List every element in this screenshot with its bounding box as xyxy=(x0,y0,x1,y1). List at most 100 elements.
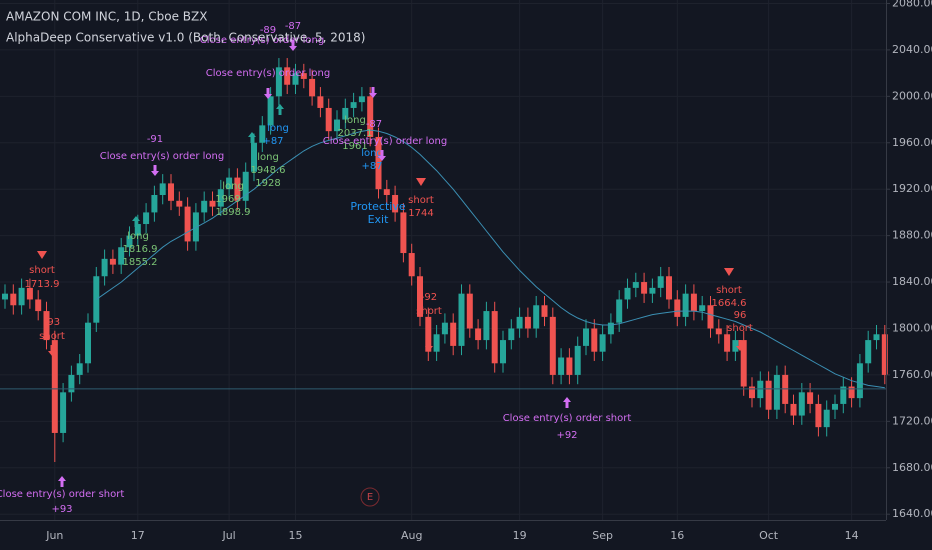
x-tick-label: Sep xyxy=(592,529,613,542)
trade-label: 1855.2 xyxy=(123,257,158,268)
candle-body xyxy=(68,374,75,393)
candle-body xyxy=(309,78,316,97)
candle-body xyxy=(524,316,531,329)
candle-body xyxy=(51,340,58,433)
candle-body xyxy=(76,363,83,375)
trade-label: 1898.9 xyxy=(216,207,251,218)
trade-label: short xyxy=(716,285,742,296)
candle-body xyxy=(10,293,17,306)
candle-body xyxy=(217,189,224,207)
candle-body xyxy=(699,305,706,312)
candle-body xyxy=(400,212,407,254)
x-tick-label: 15 xyxy=(289,529,303,542)
candle-body xyxy=(749,386,755,399)
candle-body xyxy=(865,340,872,364)
candle-body xyxy=(450,322,457,346)
candle-body xyxy=(533,305,540,329)
candle-body xyxy=(574,345,581,375)
candle-body xyxy=(126,235,133,248)
trade-label: long xyxy=(127,231,149,242)
signal-arrow xyxy=(48,345,56,356)
candle-body xyxy=(184,206,191,242)
candle-body xyxy=(267,96,274,126)
trade-label: -91 xyxy=(147,134,163,145)
candle-body xyxy=(425,316,432,352)
trade-label: 1744 xyxy=(408,208,433,219)
candle-body xyxy=(740,340,747,387)
candle-body xyxy=(475,328,482,341)
candle-body xyxy=(732,340,739,352)
trade-label: short xyxy=(39,331,65,342)
candle-body xyxy=(118,247,125,265)
candle-body xyxy=(2,293,8,300)
candle-body xyxy=(466,293,473,329)
candle-body xyxy=(832,403,838,410)
signal-arrow xyxy=(563,397,571,408)
candle-body xyxy=(209,200,216,207)
y-tick-label: 1880.00 xyxy=(892,229,932,242)
trade-label: Protective xyxy=(350,200,405,213)
signal-arrow xyxy=(58,476,66,487)
trade-label: short xyxy=(408,195,434,206)
x-tick-label: Jul xyxy=(221,529,235,542)
candle-body xyxy=(342,107,349,120)
candle-body xyxy=(566,357,573,375)
indicator-title: AlphaDeep Conservative v1.0 (Both, Conse… xyxy=(6,31,365,45)
candle-body xyxy=(516,316,523,329)
y-tick-label: 1800.00 xyxy=(892,321,932,334)
candle-body xyxy=(192,212,199,242)
candle-body xyxy=(616,299,623,323)
y-tick-label: 1680.00 xyxy=(892,461,932,474)
signal-arrow xyxy=(276,104,284,115)
trade-label: 1948.6 xyxy=(251,165,286,176)
trade-label: +87 xyxy=(262,136,283,147)
trade-label: short xyxy=(416,306,442,317)
trade-label: Close entry(s) order long xyxy=(323,136,447,147)
candle-body xyxy=(856,363,863,399)
candle-body xyxy=(375,136,382,190)
trade-label: long xyxy=(361,148,383,159)
candle-body xyxy=(724,334,731,352)
trade-label: +93 xyxy=(51,504,72,515)
signal-arrow xyxy=(736,340,744,351)
candle-body xyxy=(458,293,465,346)
candle-body xyxy=(641,282,648,294)
x-tick-label: 16 xyxy=(670,529,684,542)
trade-label: -87 xyxy=(285,21,301,32)
candle-body xyxy=(334,119,340,132)
trade-label: long xyxy=(344,115,366,126)
candle-body xyxy=(491,311,498,364)
candle-body xyxy=(358,96,365,103)
candle-body xyxy=(807,392,814,404)
candle-body xyxy=(765,380,772,410)
plot-area xyxy=(0,58,888,462)
candle-body xyxy=(367,96,374,137)
y-tick-label: 1760.00 xyxy=(892,368,932,381)
trade-label: short xyxy=(727,323,753,334)
candle-body xyxy=(483,311,490,341)
trade-label: short xyxy=(29,265,55,276)
candle-body xyxy=(715,328,722,335)
trade-label: long xyxy=(222,181,244,192)
candle-body xyxy=(500,340,506,364)
candle-body xyxy=(26,287,33,300)
y-tick-label: 1640.00 xyxy=(892,507,932,520)
candle-body xyxy=(632,282,639,288)
candle-body xyxy=(607,322,614,335)
candle-body xyxy=(417,276,423,317)
candle-body xyxy=(134,224,141,236)
signal-arrow xyxy=(151,165,159,176)
candle-body xyxy=(18,287,25,306)
trade-label: Close entry(s) order long xyxy=(206,68,330,79)
candle-body xyxy=(259,125,266,143)
candle-body xyxy=(433,334,440,352)
trade-label: 1969 xyxy=(215,194,240,205)
candle-body xyxy=(143,212,150,225)
candle-body xyxy=(707,305,714,329)
candle-body xyxy=(109,258,116,265)
trade-label: 2037.1 xyxy=(338,128,373,139)
signal-arrow xyxy=(248,132,256,143)
